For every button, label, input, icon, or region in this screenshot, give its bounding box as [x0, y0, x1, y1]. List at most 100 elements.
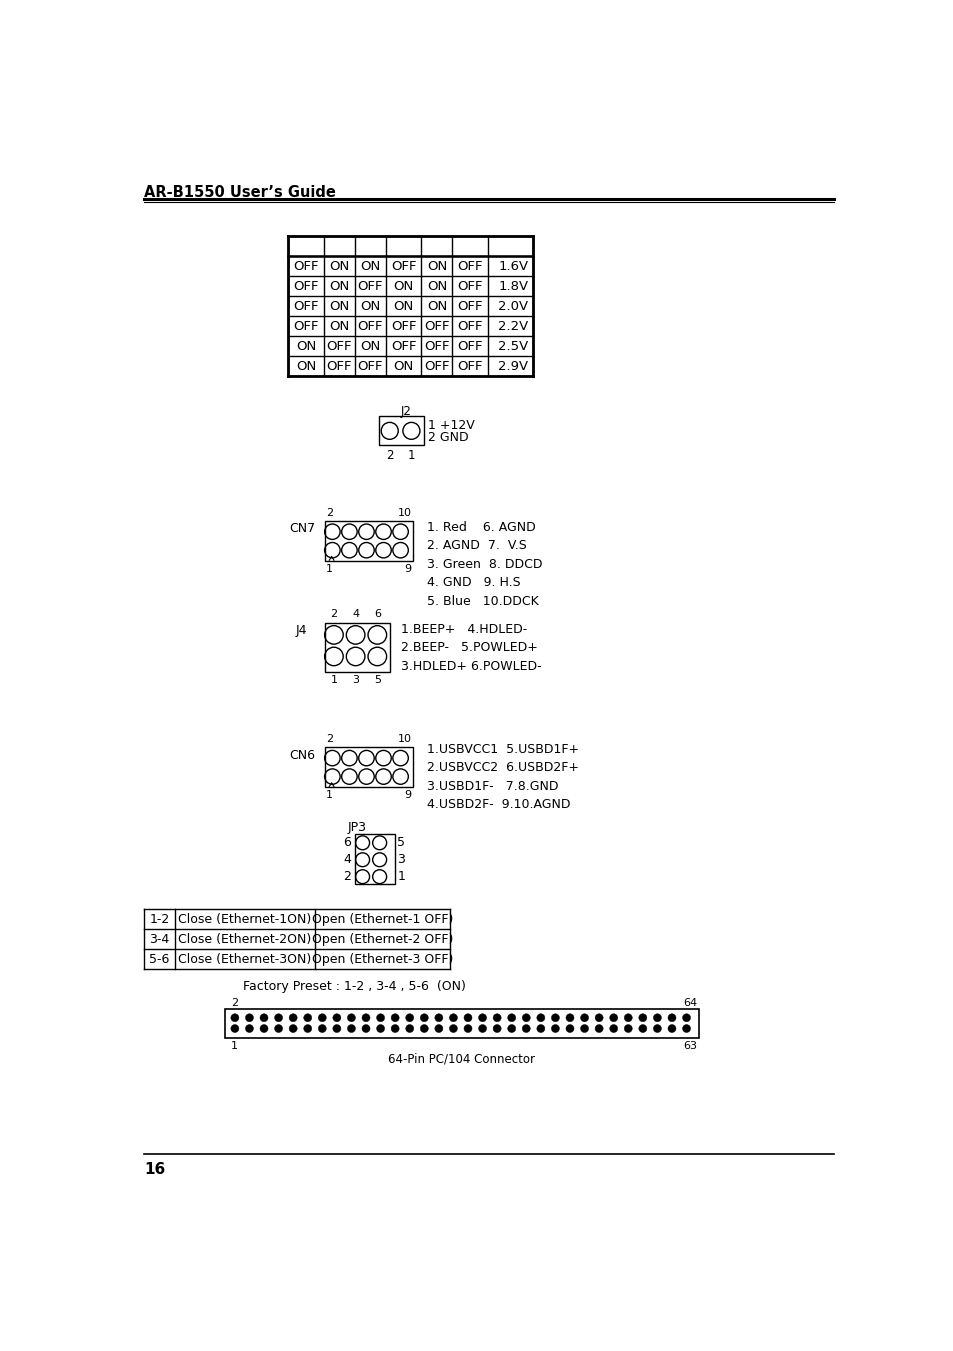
- Circle shape: [303, 1024, 312, 1032]
- Text: OFF: OFF: [457, 320, 482, 332]
- Circle shape: [318, 1013, 326, 1021]
- Circle shape: [580, 1024, 588, 1032]
- Circle shape: [551, 1024, 558, 1032]
- Circle shape: [580, 1013, 588, 1021]
- Circle shape: [405, 1024, 414, 1032]
- Circle shape: [376, 1013, 384, 1021]
- Bar: [224, 1009, 698, 1039]
- Text: ON: ON: [394, 280, 414, 293]
- Text: 1-2: 1-2: [150, 912, 170, 925]
- Circle shape: [623, 1013, 632, 1021]
- Bar: [324, 521, 413, 561]
- Text: 16: 16: [144, 1162, 165, 1177]
- Circle shape: [507, 1024, 516, 1032]
- Circle shape: [507, 1013, 516, 1021]
- Text: ON: ON: [329, 320, 349, 332]
- Text: 5: 5: [397, 836, 405, 850]
- Text: Close (Ethernet-1ON): Close (Ethernet-1ON): [178, 912, 311, 925]
- Circle shape: [565, 1024, 574, 1032]
- Circle shape: [478, 1024, 486, 1032]
- Text: ON: ON: [394, 359, 414, 373]
- Circle shape: [420, 1013, 428, 1021]
- Text: CN6: CN6: [290, 748, 315, 762]
- Text: 10: 10: [397, 734, 411, 744]
- Circle shape: [609, 1024, 618, 1032]
- Text: 5-6: 5-6: [150, 952, 170, 966]
- Circle shape: [537, 1013, 544, 1021]
- Text: 6: 6: [374, 609, 380, 620]
- Circle shape: [639, 1013, 646, 1021]
- Text: 1: 1: [330, 676, 337, 685]
- Text: 6: 6: [343, 836, 351, 850]
- Circle shape: [361, 1024, 370, 1032]
- Text: 1: 1: [326, 790, 333, 800]
- Circle shape: [318, 1024, 326, 1032]
- Text: 64: 64: [682, 997, 697, 1008]
- Text: 1.6V: 1.6V: [497, 259, 528, 273]
- Text: OFF: OFF: [357, 280, 383, 293]
- Circle shape: [639, 1024, 646, 1032]
- Circle shape: [653, 1024, 660, 1032]
- Text: JP3: JP3: [348, 821, 367, 834]
- Text: OFF: OFF: [357, 359, 383, 373]
- Circle shape: [231, 1024, 238, 1032]
- Text: 1.8V: 1.8V: [497, 280, 528, 293]
- Text: 1: 1: [407, 450, 415, 462]
- Text: ON: ON: [329, 280, 349, 293]
- Circle shape: [289, 1024, 297, 1032]
- Text: J2: J2: [400, 405, 411, 417]
- Text: 3: 3: [352, 676, 358, 685]
- Text: OFF: OFF: [457, 359, 482, 373]
- Text: 3: 3: [397, 854, 405, 866]
- Text: 2 GND: 2 GND: [428, 431, 469, 444]
- Text: 2: 2: [343, 870, 351, 884]
- Text: ON: ON: [295, 359, 315, 373]
- Text: ON: ON: [329, 259, 349, 273]
- Circle shape: [260, 1024, 268, 1032]
- Bar: [355, 834, 395, 885]
- Circle shape: [681, 1013, 690, 1021]
- Text: 4: 4: [352, 609, 359, 620]
- Text: ON: ON: [426, 280, 447, 293]
- Circle shape: [274, 1013, 282, 1021]
- Circle shape: [333, 1024, 340, 1032]
- Text: OFF: OFF: [293, 259, 318, 273]
- Circle shape: [435, 1013, 442, 1021]
- Text: 3-4: 3-4: [150, 932, 170, 946]
- Circle shape: [653, 1013, 660, 1021]
- Text: OFF: OFF: [391, 339, 416, 353]
- Text: ON: ON: [360, 259, 380, 273]
- Circle shape: [478, 1013, 486, 1021]
- Text: 10: 10: [397, 508, 411, 517]
- Text: OFF: OFF: [357, 320, 383, 332]
- Circle shape: [274, 1024, 282, 1032]
- Text: 9: 9: [404, 790, 411, 800]
- Text: 2: 2: [326, 508, 333, 517]
- Circle shape: [303, 1013, 312, 1021]
- Text: OFF: OFF: [457, 280, 482, 293]
- Text: OFF: OFF: [326, 359, 352, 373]
- Circle shape: [595, 1024, 602, 1032]
- Text: Open (Ethernet-2 OFF): Open (Ethernet-2 OFF): [312, 932, 453, 946]
- Circle shape: [347, 1024, 355, 1032]
- Circle shape: [565, 1013, 574, 1021]
- Text: ON: ON: [295, 339, 315, 353]
- Text: 2.9V: 2.9V: [497, 359, 528, 373]
- Text: 4: 4: [343, 854, 351, 866]
- Text: OFF: OFF: [391, 320, 416, 332]
- Circle shape: [245, 1024, 253, 1032]
- Text: OFF: OFF: [457, 300, 482, 312]
- Circle shape: [260, 1013, 268, 1021]
- Circle shape: [347, 1013, 355, 1021]
- Text: ON: ON: [360, 339, 380, 353]
- Text: 2: 2: [231, 997, 237, 1008]
- Text: ON: ON: [426, 259, 447, 273]
- Circle shape: [667, 1024, 676, 1032]
- Circle shape: [521, 1024, 530, 1032]
- Text: 1: 1: [397, 870, 405, 884]
- Circle shape: [391, 1013, 398, 1021]
- Circle shape: [595, 1013, 602, 1021]
- Text: 63: 63: [682, 1040, 697, 1051]
- Text: Factory Preset : 1-2 , 3-4 , 5-6  (ON): Factory Preset : 1-2 , 3-4 , 5-6 (ON): [243, 979, 466, 993]
- Circle shape: [551, 1013, 558, 1021]
